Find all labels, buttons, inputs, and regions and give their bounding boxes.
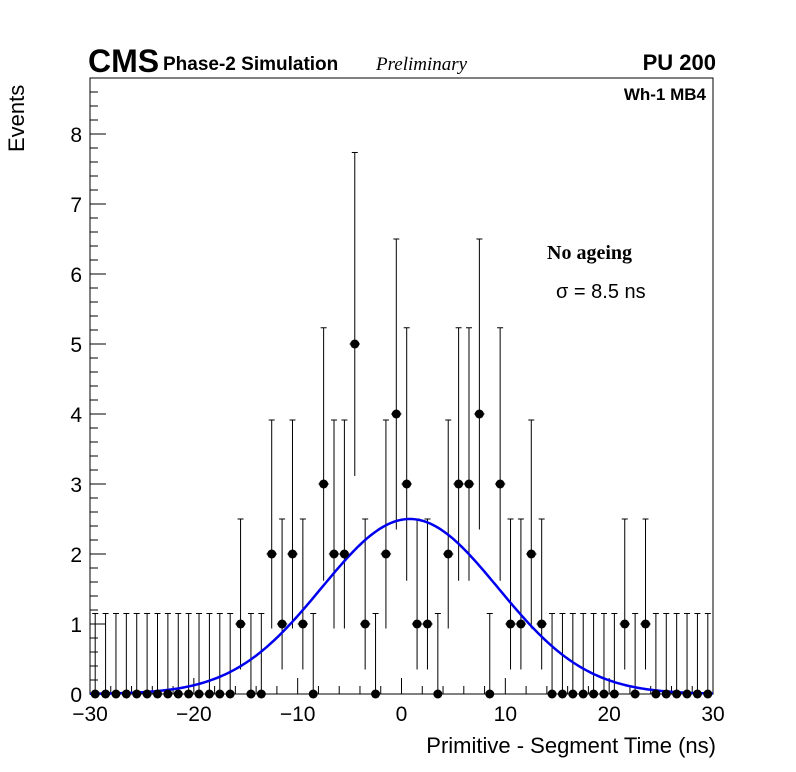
sigma-label: σ = 8.5 ns — [556, 281, 646, 303]
x-axis-title: Primitive - Segment Time (ns) — [426, 733, 716, 758]
data-point — [568, 689, 578, 699]
error-bars — [90, 151, 713, 695]
data-point — [443, 549, 453, 559]
data-point — [111, 689, 121, 699]
data-point — [350, 339, 360, 349]
x-tick-label: 10 — [494, 703, 517, 726]
data-point — [381, 549, 391, 559]
data-point — [287, 549, 297, 559]
data-point — [121, 689, 131, 699]
data-point — [225, 689, 235, 699]
data-point — [672, 689, 682, 699]
x-tick-label: −20 — [176, 703, 212, 726]
data-point — [474, 409, 484, 419]
data-point — [557, 689, 567, 699]
y-tick-label: 8 — [70, 124, 82, 147]
data-point — [630, 689, 640, 699]
data-point — [391, 409, 401, 419]
data-point — [599, 689, 609, 699]
data-point — [578, 689, 588, 699]
data-point — [184, 689, 194, 699]
pileup-label: PU 200 — [643, 50, 716, 75]
x-tick-label: 30 — [701, 703, 724, 726]
data-point — [454, 479, 464, 489]
data-point — [215, 689, 225, 699]
data-point — [641, 619, 651, 629]
region-label: Wh-1 MB4 — [624, 85, 707, 104]
y-tick-label: 6 — [70, 264, 82, 287]
x-tick-label: −30 — [72, 703, 108, 726]
data-point — [661, 689, 671, 699]
data-point — [308, 689, 318, 699]
tick-labels: −30 −20 −10 0 10 20 30 0 1 2 3 4 5 6 7 8 — [70, 124, 724, 726]
data-point — [620, 619, 630, 629]
data-point — [204, 689, 214, 699]
y-tick-label: 0 — [70, 684, 82, 707]
data-point — [339, 549, 349, 559]
data-point — [267, 549, 277, 559]
y-tick-label: 5 — [70, 334, 82, 357]
data-point — [506, 619, 516, 629]
plot-frame — [89, 77, 714, 695]
data-point — [152, 689, 162, 699]
data-point — [298, 619, 308, 629]
data-point — [537, 619, 547, 629]
data-points — [90, 339, 713, 699]
data-point — [422, 619, 432, 629]
data-point — [402, 479, 412, 489]
data-point — [90, 689, 100, 699]
x-tick-label: 20 — [597, 703, 620, 726]
x-tick-label: 0 — [396, 703, 408, 726]
data-point — [682, 689, 692, 699]
axis-ticks — [89, 91, 714, 695]
data-point — [163, 689, 173, 699]
data-point — [132, 689, 142, 699]
cms-label: CMS — [88, 43, 159, 79]
data-point — [651, 689, 661, 699]
data-point — [692, 689, 702, 699]
y-tick-label: 7 — [70, 194, 82, 217]
y-tick-label: 3 — [70, 474, 82, 497]
no-ageing-label: No ageing — [547, 242, 632, 264]
data-point — [194, 689, 204, 699]
data-point — [526, 549, 536, 559]
data-point — [609, 689, 619, 699]
y-tick-label: 2 — [70, 544, 82, 567]
data-point — [319, 479, 329, 489]
data-point — [360, 619, 370, 629]
preliminary-label: Preliminary — [375, 54, 468, 75]
data-point — [329, 549, 339, 559]
data-point — [433, 689, 443, 699]
data-point — [173, 689, 183, 699]
phase2-label: Phase-2 Simulation — [163, 54, 338, 75]
data-point — [589, 689, 599, 699]
data-point — [277, 619, 287, 629]
data-point — [371, 689, 381, 699]
data-point — [236, 619, 246, 629]
data-point — [142, 689, 152, 699]
data-point — [412, 619, 422, 629]
y-tick-label: 4 — [70, 404, 82, 427]
data-point — [495, 479, 505, 489]
data-point — [101, 689, 111, 699]
gaussian-fit-curve — [89, 517, 714, 695]
data-point — [485, 689, 495, 699]
data-point — [516, 619, 526, 629]
y-tick-label: 1 — [70, 614, 82, 637]
data-point — [246, 689, 256, 699]
data-point — [256, 689, 266, 699]
y-axis-title: Events — [4, 85, 29, 152]
data-point — [547, 689, 557, 699]
x-tick-label: −10 — [280, 703, 316, 726]
data-point — [464, 479, 474, 489]
data-point — [703, 689, 713, 699]
